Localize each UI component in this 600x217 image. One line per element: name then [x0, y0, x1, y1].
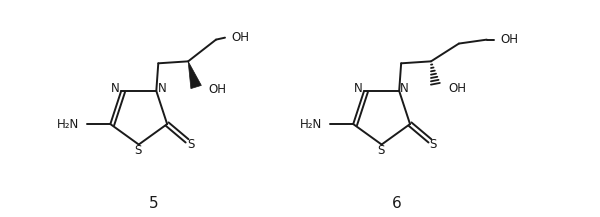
- Text: N: N: [157, 82, 166, 95]
- Text: OH: OH: [448, 82, 466, 95]
- Text: N: N: [354, 82, 363, 95]
- Text: S: S: [430, 138, 437, 151]
- Text: S: S: [377, 145, 385, 158]
- Text: OH: OH: [500, 33, 518, 46]
- Text: 5: 5: [149, 196, 158, 211]
- Polygon shape: [188, 61, 202, 89]
- Text: OH: OH: [232, 31, 250, 44]
- Text: S: S: [134, 145, 142, 158]
- Text: S: S: [187, 138, 194, 151]
- Text: N: N: [112, 82, 120, 95]
- Text: 6: 6: [392, 196, 401, 211]
- Text: N: N: [400, 82, 409, 95]
- Text: H₂N: H₂N: [300, 118, 322, 131]
- Text: H₂N: H₂N: [57, 118, 79, 131]
- Text: OH: OH: [208, 84, 226, 97]
